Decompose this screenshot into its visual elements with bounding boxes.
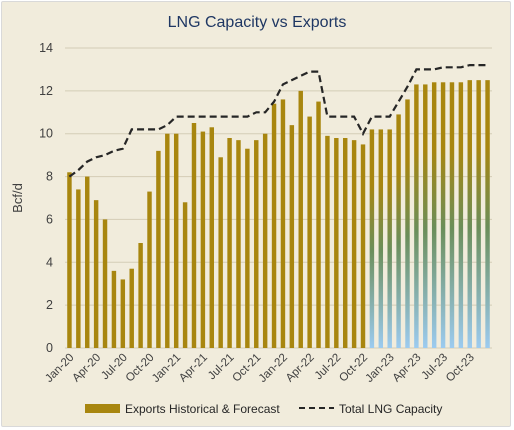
bar-Jul-22 — [334, 138, 339, 348]
bar-Sep-21 — [245, 148, 250, 348]
bar-Sep-23 — [458, 82, 464, 349]
bar-Dec-20 — [165, 133, 170, 348]
y-axis-ticks: 0 2 4 6 8 10 12 14 — [39, 41, 53, 355]
bar-Jan-23 — [387, 129, 392, 348]
bar-May-20 — [102, 219, 108, 348]
bar-May-21 — [209, 127, 215, 349]
x-tick-label: Apr-22 — [284, 352, 317, 385]
bar-Dec-23 — [485, 80, 490, 349]
bar-Mar-22 — [298, 90, 303, 348]
x-tick-label: Jan-21 — [150, 352, 183, 385]
x-tick-label: Jan-20 — [43, 352, 76, 385]
bar-Jun-20 — [111, 270, 117, 348]
bar-Jul-20 — [120, 279, 126, 348]
bar-Apr-21 — [200, 131, 206, 348]
legend-label-capacity: Total LNG Capacity — [339, 402, 442, 416]
capacity-line — [68, 63, 488, 178]
y-tick-label: 4 — [46, 255, 53, 269]
bar-Mar-20 — [85, 176, 90, 348]
y-tick-label: 10 — [39, 127, 53, 141]
bar-Jan-21 — [173, 133, 179, 348]
x-tick-label: Apr-20 — [70, 352, 103, 385]
x-tick-label: Jan-22 — [257, 352, 290, 385]
bar-Oct-22 — [360, 144, 366, 348]
bar-Jan-22 — [280, 99, 286, 348]
y-tick-label: 0 — [46, 341, 53, 355]
bar-May-22 — [316, 101, 321, 348]
x-tick-label: Apr-21 — [177, 352, 210, 385]
bar-Apr-23 — [414, 84, 419, 348]
bar-Aug-20 — [129, 268, 134, 348]
bar-series — [67, 80, 490, 349]
bar-Jun-21 — [218, 157, 223, 348]
bar-Oct-20 — [147, 191, 152, 348]
y-axis-label: Bcf/d — [10, 183, 25, 213]
bar-Oct-21 — [254, 140, 259, 348]
bar-Jul-21 — [227, 138, 232, 348]
bar-Nov-22 — [369, 129, 375, 348]
bar-Jul-23 — [440, 82, 446, 349]
gridlines — [65, 47, 492, 349]
legend-swatch-exports — [85, 404, 120, 413]
bar-Jun-23 — [431, 82, 437, 349]
bar-Feb-21 — [182, 202, 188, 348]
bar-Nov-20 — [156, 150, 161, 348]
legend: Exports Historical & Forecast Total LNG … — [85, 402, 442, 416]
bar-Dec-22 — [378, 129, 384, 348]
legend-label-exports: Exports Historical & Forecast — [125, 402, 280, 416]
bar-Apr-22 — [307, 116, 312, 348]
bar-Jan-20 — [67, 172, 72, 348]
bar-Mar-21 — [191, 123, 197, 348]
y-tick-label: 2 — [46, 298, 53, 312]
bar-Aug-23 — [449, 82, 455, 349]
bar-Feb-22 — [289, 125, 295, 349]
chart-title: LNG Capacity vs Exports — [168, 14, 347, 31]
bar-Mar-23 — [405, 99, 410, 348]
bar-Sep-22 — [351, 140, 357, 348]
x-tick-label: Oct-23 — [444, 352, 477, 385]
line-series — [68, 63, 488, 178]
x-tick-label: Jan-23 — [363, 352, 396, 385]
y-tick-label: 14 — [39, 41, 53, 55]
x-axis-ticks: Jan-20Apr-20Jul-20Oct-20Jan-21Apr-21Jul-… — [43, 352, 477, 385]
bar-Apr-20 — [93, 200, 99, 348]
bar-Feb-20 — [76, 189, 81, 348]
bar-Dec-21 — [271, 103, 277, 348]
y-tick-label: 12 — [39, 84, 53, 98]
y-tick-label: 8 — [46, 170, 53, 184]
bar-Jun-22 — [325, 135, 330, 348]
bar-Aug-22 — [342, 138, 348, 348]
bar-Nov-23 — [476, 80, 481, 349]
bar-May-23 — [423, 84, 428, 348]
bar-Sep-20 — [138, 243, 143, 348]
bar-Feb-23 — [396, 114, 401, 348]
bar-Aug-21 — [236, 140, 241, 348]
x-tick-label: Apr-23 — [391, 352, 424, 385]
y-tick-label: 6 — [46, 212, 53, 226]
bar-Nov-21 — [262, 133, 268, 348]
bar-Oct-23 — [467, 80, 472, 349]
